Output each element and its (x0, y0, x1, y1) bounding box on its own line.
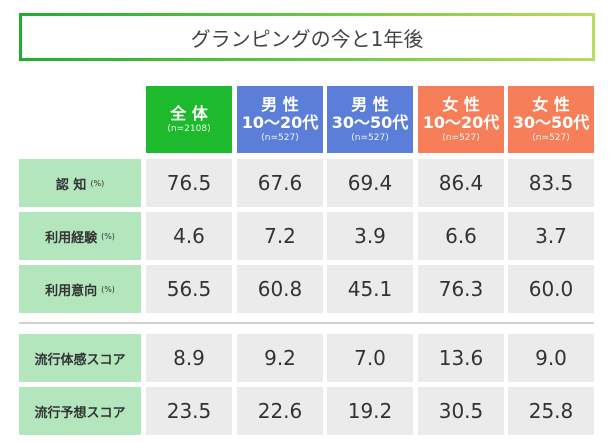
column-header-sample-size: (n=527) (442, 132, 480, 143)
column-header-age: 10〜20代 (241, 112, 319, 132)
table-cell: 67.6 (237, 159, 323, 207)
cell-value: 83.5 (528, 171, 574, 195)
row-label: 利用経験 (%) (19, 212, 141, 260)
table-cell: 69.4 (327, 159, 413, 207)
column-header-age: 10〜20代 (422, 112, 500, 132)
cell-value: 19.2 (347, 399, 393, 423)
page-title: グランピングの今と1年後 (19, 13, 595, 61)
table-cell: 22.6 (237, 387, 323, 435)
table-cell: 4.6 (146, 212, 232, 260)
row-label: 流行体感スコア (19, 334, 141, 382)
column-header-group: 男 性 (351, 94, 389, 114)
table-cell: 30.5 (418, 387, 504, 435)
column-header-group: 女 性 (442, 94, 480, 114)
cell-value: 23.5 (166, 399, 212, 423)
cell-value: 13.6 (438, 346, 484, 370)
column-header-age: 30〜50代 (512, 112, 590, 132)
cell-value: 76.5 (166, 171, 212, 195)
cell-value: 60.0 (528, 277, 574, 301)
table-cell: 19.2 (327, 387, 413, 435)
column-header-group: 全 体 (170, 103, 208, 123)
row-label-text: 流行予想スコア (34, 405, 126, 421)
table-cell: 60.8 (237, 265, 323, 313)
row-label: 利用意向 (%) (19, 265, 141, 313)
row-label-unit: (%) (101, 231, 115, 241)
cell-value: 56.5 (166, 277, 212, 301)
cell-value: 22.6 (257, 399, 303, 423)
row-label-text: 利用意向 (45, 283, 98, 299)
table-cell: 7.2 (237, 212, 323, 260)
table-cell: 3.7 (508, 212, 594, 260)
table-cell: 83.5 (508, 159, 594, 207)
table-cell: 76.5 (146, 159, 232, 207)
row-label-text: 利用経験 (45, 230, 98, 246)
divider (19, 322, 594, 324)
row-label: 認 知 (%) (19, 159, 141, 207)
cell-value: 69.4 (347, 171, 393, 195)
column-header-sample-size: (n=527) (351, 132, 389, 143)
row-label-unit: (%) (90, 178, 105, 188)
column-header: 男 性 30〜50代 (n=527) (327, 86, 413, 153)
table-cell: 23.5 (146, 387, 232, 435)
cell-value: 9.2 (264, 346, 296, 370)
cell-value: 67.6 (257, 171, 303, 195)
column-header-group: 男 性 (261, 94, 299, 114)
column-header: 全 体 (n=2108) (146, 86, 232, 153)
table-cell: 86.4 (418, 159, 504, 207)
cell-value: 60.8 (257, 277, 303, 301)
row-label-text: 認 知 (55, 177, 87, 193)
table-cell: 76.3 (418, 265, 504, 313)
column-header-sample-size: (n=2108) (167, 123, 211, 134)
cell-value: 7.0 (354, 346, 386, 370)
cell-value: 6.6 (445, 224, 477, 248)
table-cell: 7.0 (327, 334, 413, 382)
cell-value: 25.8 (528, 399, 574, 423)
table-cell: 9.2 (237, 334, 323, 382)
table-cell: 8.9 (146, 334, 232, 382)
cell-value: 3.7 (535, 224, 567, 248)
column-header: 女 性 30〜50代 (n=527) (508, 86, 594, 153)
column-header-group: 女 性 (532, 94, 570, 114)
table-cell: 25.8 (508, 387, 594, 435)
cell-value: 7.2 (264, 224, 296, 248)
cell-value: 86.4 (438, 171, 484, 195)
table-cell: 13.6 (418, 334, 504, 382)
table-cell: 3.9 (327, 212, 413, 260)
cell-value: 3.9 (354, 224, 386, 248)
table-cell: 6.6 (418, 212, 504, 260)
row-label: 流行予想スコア (19, 387, 141, 435)
column-header-sample-size: (n=527) (261, 132, 299, 143)
row-label-text: 流行体感スコア (34, 352, 126, 368)
table-cell: 45.1 (327, 265, 413, 313)
table-cell: 56.5 (146, 265, 232, 313)
cell-value: 30.5 (438, 399, 484, 423)
cell-value: 8.9 (173, 346, 205, 370)
column-header-age: 30〜50代 (331, 112, 409, 132)
table-cell: 60.0 (508, 265, 594, 313)
column-header-sample-size: (n=527) (532, 132, 570, 143)
column-header: 男 性 10〜20代 (n=527) (237, 86, 323, 153)
cell-value: 45.1 (347, 277, 393, 301)
cell-value: 76.3 (438, 277, 484, 301)
row-label-unit: (%) (101, 284, 115, 294)
cell-value: 9.0 (535, 346, 567, 370)
column-header: 女 性 10〜20代 (n=527) (418, 86, 504, 153)
cell-value: 4.6 (173, 224, 205, 248)
table-cell: 9.0 (508, 334, 594, 382)
